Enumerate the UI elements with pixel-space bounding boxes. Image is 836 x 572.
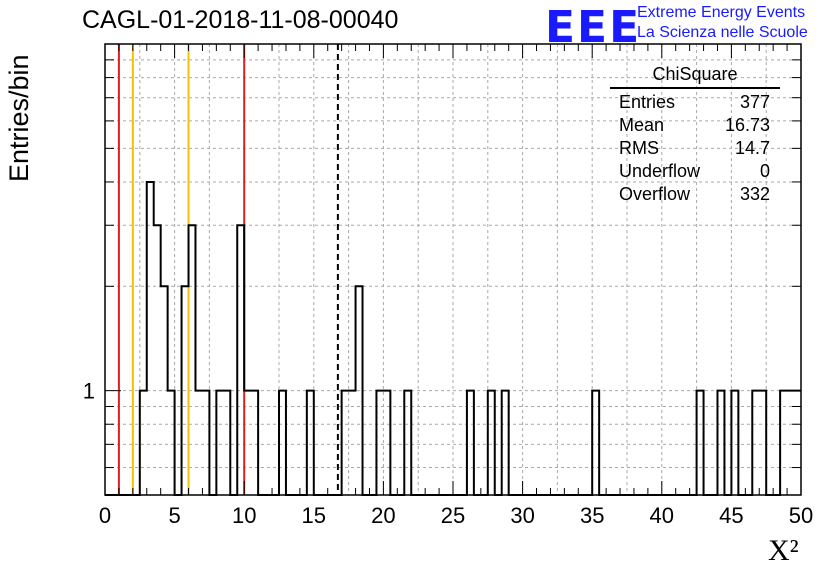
x-axis-label: X² <box>768 534 799 567</box>
x-tick-label: 40 <box>650 503 674 528</box>
histogram-bar <box>168 391 175 495</box>
x-tick-label: 10 <box>232 503 256 528</box>
histogram-bar <box>202 391 209 495</box>
histogram-bar <box>154 225 161 495</box>
histogram-bar <box>140 391 147 495</box>
histogram-bar <box>342 391 349 495</box>
histogram-bar <box>780 391 787 495</box>
histogram-bar <box>717 391 724 495</box>
histogram-bar <box>223 391 230 495</box>
histogram-bar <box>237 225 244 495</box>
x-tick-label: 25 <box>441 503 465 528</box>
histogram-bar <box>697 391 704 495</box>
histogram-bar <box>279 391 286 495</box>
stats-row: Mean 16.73 <box>610 114 780 137</box>
stats-label: Mean <box>619 115 665 135</box>
stats-value: 332 <box>739 184 770 204</box>
histogram-bar <box>349 391 356 495</box>
stats-row: Underflow 0 <box>610 160 780 183</box>
stats-value: 16.73 <box>724 115 770 135</box>
logo-line-1: Extreme Energy Events <box>637 4 806 21</box>
stats-row: RMS 14.7 <box>610 137 780 160</box>
histogram-bar <box>467 391 474 495</box>
stats-row: Entries 377 <box>610 91 780 114</box>
histogram-bar <box>244 391 251 495</box>
x-tick-label: 5 <box>168 503 180 528</box>
histogram-bar <box>216 391 223 495</box>
histogram-bar <box>182 286 189 495</box>
histogram-bar <box>502 391 509 495</box>
histogram-bar <box>404 391 411 495</box>
stats-row: Overflow 332 <box>610 183 780 206</box>
histogram-bar <box>147 182 154 495</box>
stats-label: Underflow <box>619 161 701 181</box>
x-tick-label: 20 <box>371 503 395 528</box>
stats-label: RMS <box>619 138 659 158</box>
histogram-bar <box>356 286 363 495</box>
x-tick-label: 35 <box>580 503 604 528</box>
histogram-bar <box>759 391 766 495</box>
stats-label: Entries <box>619 92 676 112</box>
stats-value: 14.7 <box>734 138 770 158</box>
stats-box-title: ChiSquare <box>610 64 780 89</box>
histogram-bar <box>307 391 314 495</box>
histogram-bar <box>752 391 759 495</box>
stats-label: Overflow <box>619 184 691 204</box>
histogram-bar <box>251 391 258 495</box>
chart-title: CAGL-01-2018-11-08-00040 <box>82 6 399 34</box>
x-tick-label: 15 <box>302 503 326 528</box>
histogram-bar <box>195 391 202 495</box>
histogram-bar <box>731 391 738 495</box>
histogram-bar <box>161 286 168 495</box>
stats-value: 0 <box>759 161 770 181</box>
x-tick-label: 0 <box>99 503 111 528</box>
y-tick-label: 1 <box>83 379 95 404</box>
x-tick-label: 30 <box>510 503 534 528</box>
logo-line-2: La Scienza nelle Scuole <box>637 24 808 41</box>
eee-logo: EEE <box>545 2 642 53</box>
y-axis-label: Entries/bin <box>4 54 34 182</box>
x-tick-label: 45 <box>719 503 743 528</box>
histogram-bar <box>376 391 383 495</box>
stats-box: ChiSquare Entries 377 Mean 16.73 RMS 14.… <box>610 64 780 206</box>
histogram-bar <box>383 391 390 495</box>
x-tick-label: 50 <box>789 503 813 528</box>
histogram-bar <box>189 225 196 495</box>
histogram-bar <box>592 391 599 495</box>
histogram-bar <box>488 391 495 495</box>
stats-value: 377 <box>739 92 770 112</box>
